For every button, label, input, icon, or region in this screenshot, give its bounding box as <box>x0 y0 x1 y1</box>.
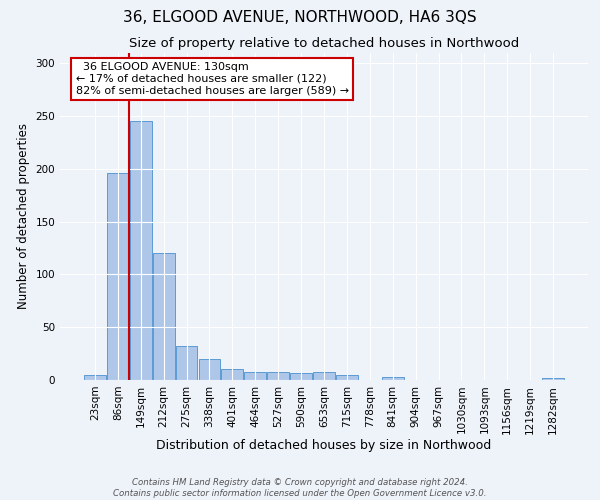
Bar <box>336 374 358 380</box>
Bar <box>221 370 243 380</box>
Bar <box>153 253 175 380</box>
Bar <box>84 374 106 380</box>
Bar <box>130 121 152 380</box>
Bar <box>313 372 335 380</box>
Bar <box>382 377 404 380</box>
Bar <box>290 372 312 380</box>
Bar <box>107 173 128 380</box>
Bar <box>267 372 289 380</box>
Bar <box>542 378 564 380</box>
Title: Size of property relative to detached houses in Northwood: Size of property relative to detached ho… <box>129 37 519 50</box>
Bar <box>199 359 220 380</box>
Text: Contains HM Land Registry data © Crown copyright and database right 2024.
Contai: Contains HM Land Registry data © Crown c… <box>113 478 487 498</box>
Bar <box>176 346 197 380</box>
Text: 36, ELGOOD AVENUE, NORTHWOOD, HA6 3QS: 36, ELGOOD AVENUE, NORTHWOOD, HA6 3QS <box>123 10 477 25</box>
Text: 36 ELGOOD AVENUE: 130sqm
← 17% of detached houses are smaller (122)
82% of semi-: 36 ELGOOD AVENUE: 130sqm ← 17% of detach… <box>76 62 349 96</box>
Y-axis label: Number of detached properties: Number of detached properties <box>17 123 30 309</box>
Bar <box>244 372 266 380</box>
X-axis label: Distribution of detached houses by size in Northwood: Distribution of detached houses by size … <box>157 439 491 452</box>
